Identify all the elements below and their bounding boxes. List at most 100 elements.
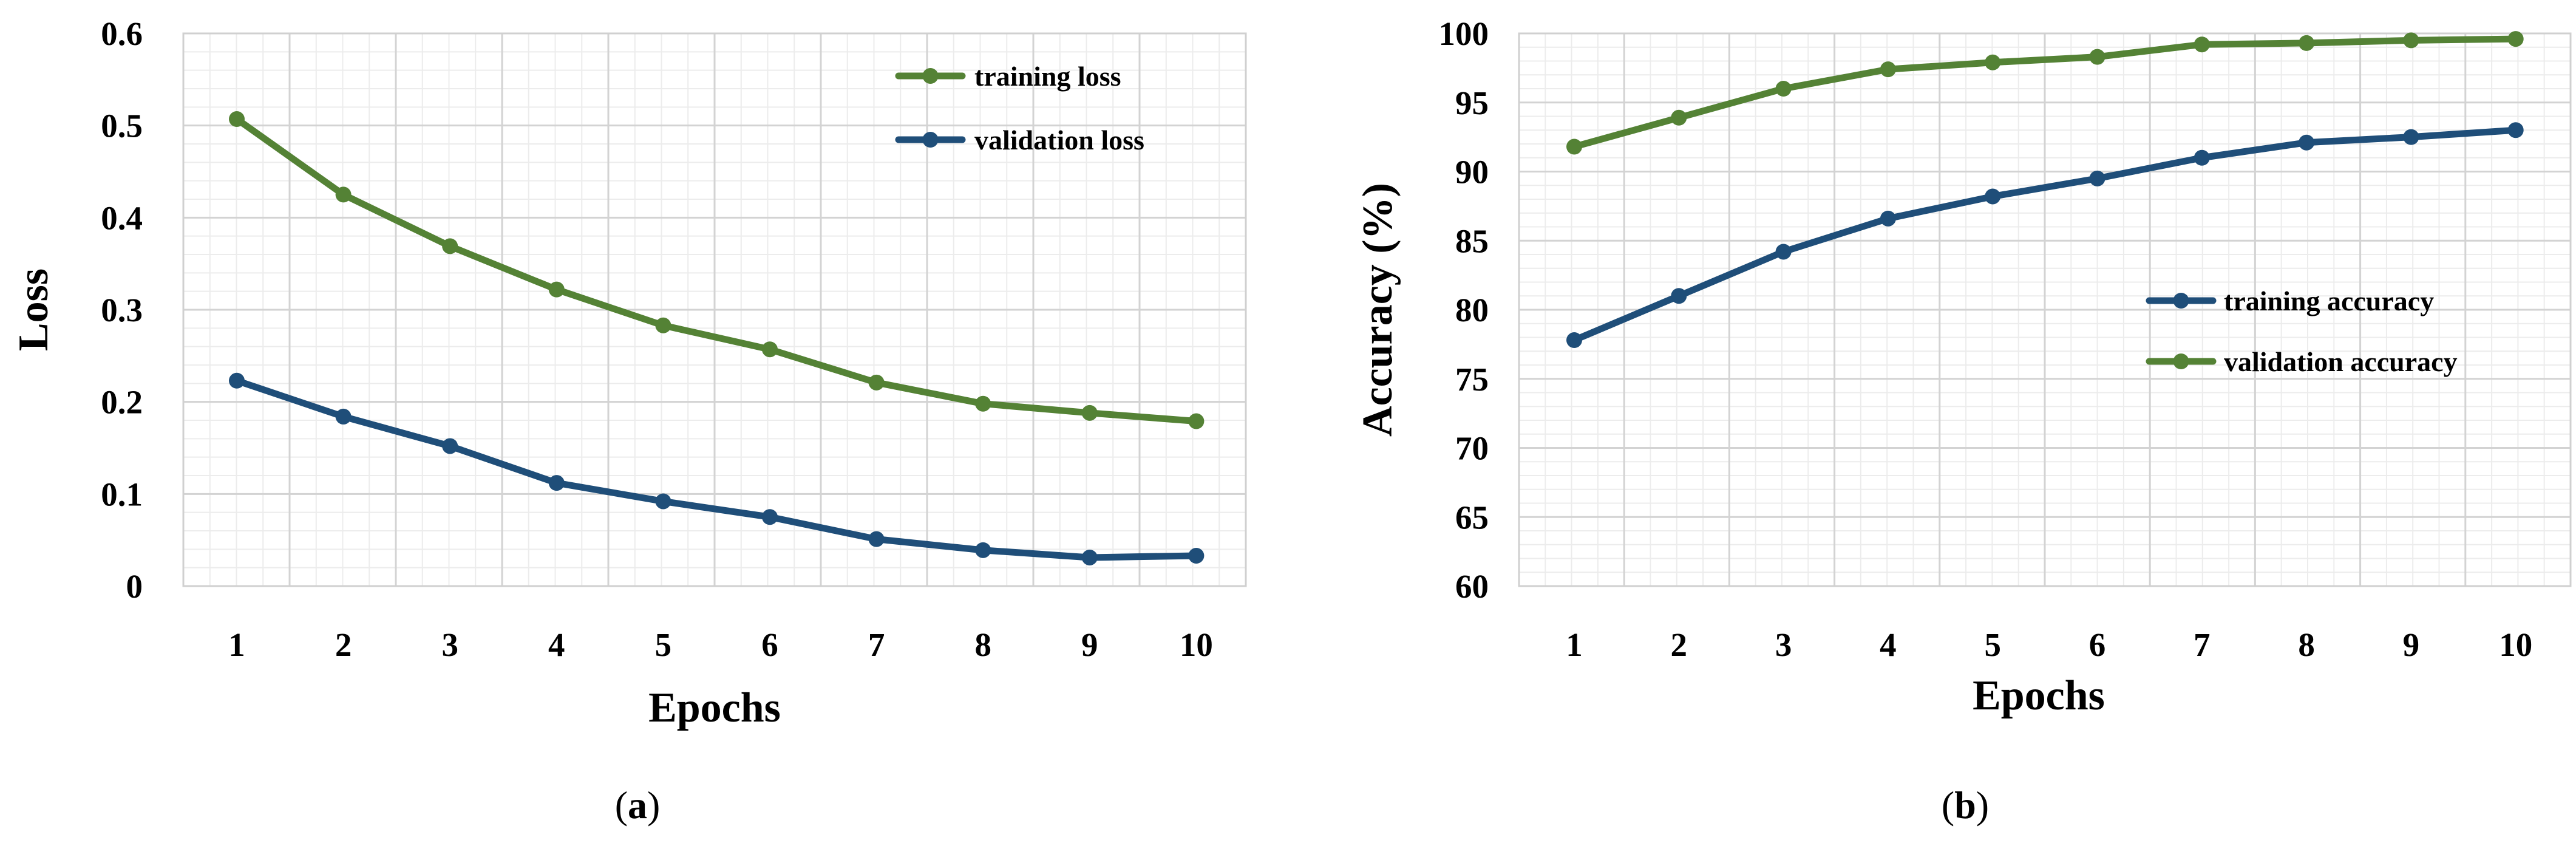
chart-a-y-axis-title: Loss — [10, 268, 57, 351]
chart-a-training-loss-point — [975, 395, 991, 412]
chart-b-training-accuracy-point — [2403, 129, 2419, 145]
chart-b-validation-accuracy-point — [2507, 31, 2524, 47]
chart-a-training-loss-point — [762, 341, 778, 358]
chart-a-validation-loss-point — [1188, 547, 1205, 564]
chart-b-caption: (b) — [1942, 783, 1989, 827]
chart-a-training-loss-point — [655, 317, 671, 333]
chart-a-legend-label-validation-loss: validation loss — [974, 125, 1144, 155]
chart-b-training-accuracy-point — [1671, 288, 1687, 304]
chart-a-x-tick-label: 6 — [761, 626, 778, 663]
chart-a-validation-loss-point — [1081, 549, 1098, 565]
chart-a-y-tick-label: 0.1 — [101, 476, 143, 513]
chart-a-validation-loss-point — [655, 493, 671, 510]
chart-b-validation-accuracy-point — [2299, 35, 2315, 51]
chart-b-x-tick-label: 5 — [1984, 626, 2001, 663]
chart-a-series — [229, 111, 1205, 565]
chart-b-legend-marker-training-accuracy — [2173, 293, 2189, 309]
chart-b-x-tick-label: 10 — [2499, 626, 2532, 663]
chart-b-validation-accuracy-point — [1671, 109, 1687, 126]
chart-b-validation-accuracy-point — [2194, 36, 2210, 53]
chart-a-training-loss-point — [1081, 404, 1098, 421]
chart-b-training-accuracy-line — [1571, 126, 2520, 344]
chart-a-x-tick-label: 7 — [868, 626, 885, 663]
chart-b-training-accuracy-point — [2507, 122, 2524, 138]
chart-b-training-accuracy-point — [1566, 332, 1582, 349]
chart-a-validation-loss-point — [442, 438, 458, 454]
chart-a-legend-label-training-loss: training loss — [974, 61, 1121, 92]
chart-a-y-tick-label: 0.6 — [101, 15, 143, 52]
chart-a-training-loss-point — [229, 111, 245, 128]
chart-a-training-loss-point — [1188, 413, 1205, 429]
chart-panel-b: 60 65 70 75 80 85 90 95 100 1 2 3 4 5 6 7 8 9 10 Epochs A… — [1354, 15, 2572, 827]
chart-b-y-tick-labels: 60 65 70 75 80 85 90 95 100 — [1439, 15, 1489, 605]
chart-b-y-tick-label: 85 — [1455, 222, 1489, 259]
chart-a-training-loss-line — [233, 115, 1200, 425]
chart-a-x-axis-title: Epochs — [648, 684, 781, 731]
chart-a-x-tick-label: 9 — [1081, 626, 1098, 663]
chart-b-x-tick-label: 1 — [1566, 626, 1583, 663]
chart-a-validation-loss-point — [762, 509, 778, 525]
chart-a-x-tick-label: 5 — [655, 626, 672, 663]
chart-a-validation-loss-point — [868, 531, 885, 547]
chart-b-y-tick-label: 75 — [1455, 361, 1489, 398]
chart-b-validation-accuracy-line — [1571, 35, 2520, 151]
chart-b-y-tick-label: 70 — [1455, 430, 1489, 467]
chart-a-y-tick-label: 0.4 — [101, 199, 143, 236]
chart-a-y-tick-labels: 0 0.1 0.2 0.3 0.4 0.5 0.6 — [101, 15, 143, 605]
chart-b-x-tick-label: 7 — [2194, 626, 2211, 663]
chart-a-x-tick-labels: 1 2 3 4 5 6 7 8 9 10 — [228, 626, 1213, 663]
chart-b-y-tick-label: 65 — [1455, 499, 1489, 536]
chart-a-x-tick-label: 10 — [1180, 626, 1213, 663]
chart-a-y-tick-label: 0.3 — [101, 292, 143, 329]
chart-a-y-tick-label: 0 — [126, 568, 143, 605]
chart-a-legend-marker-validation-loss — [922, 132, 939, 148]
chart-a-x-tick-label: 4 — [548, 626, 565, 663]
chart-b-training-accuracy-point — [1880, 210, 1896, 227]
chart-b-y-tick-label: 95 — [1455, 84, 1489, 121]
chart-a-training-loss-point — [548, 281, 565, 298]
chart-a-x-tick-label: 1 — [228, 626, 245, 663]
chart-a-x-tick-label: 8 — [974, 626, 991, 663]
chart-b-validation-accuracy-point — [2089, 49, 2105, 65]
chart-a-validation-loss-point — [335, 408, 352, 425]
chart-b-y-tick-label: 100 — [1439, 15, 1489, 52]
chart-a-x-tick-label: 3 — [441, 626, 458, 663]
chart-b-x-tick-label: 2 — [1671, 626, 1688, 663]
chart-b-legend-marker-validation-accuracy — [2173, 353, 2189, 369]
chart-b-x-tick-labels: 1 2 3 4 5 6 7 8 9 10 — [1566, 626, 2532, 663]
chart-b-validation-accuracy-point — [1985, 54, 2001, 70]
chart-b-training-accuracy-point — [2194, 149, 2210, 166]
chart-a-legend: training loss validation loss — [895, 61, 1144, 155]
chart-b-legend: training accuracy validation accuracy — [2146, 285, 2458, 377]
chart-a-gridlines — [182, 32, 1247, 587]
chart-b-y-tick-label: 80 — [1455, 292, 1489, 329]
chart-b-validation-accuracy-point — [2403, 32, 2419, 49]
chart-b-y-tick-label: 90 — [1455, 154, 1489, 191]
chart-b-training-accuracy-point — [1775, 244, 1792, 260]
chart-a-validation-loss-point — [975, 542, 991, 558]
chart-b-training-accuracy-point — [2299, 134, 2315, 151]
chart-b-validation-accuracy-point — [1566, 138, 1582, 155]
chart-b-validation-accuracy-point — [1775, 81, 1792, 97]
chart-b-training-accuracy-point — [1985, 188, 2001, 205]
chart-a-x-tick-label: 2 — [335, 626, 352, 663]
chart-b-x-axis-title: Epochs — [1973, 672, 2105, 719]
chart-a-validation-loss-point — [229, 372, 245, 389]
chart-b-x-tick-label: 6 — [2089, 626, 2106, 663]
chart-a-validation-loss-line — [233, 377, 1200, 561]
chart-panel-a: 0 0.1 0.2 0.3 0.4 0.5 0.6 1 2 3 4 5 6 7 8 9 10 Epochs L… — [10, 15, 1247, 827]
chart-a-training-loss-point — [868, 374, 885, 391]
chart-a-legend-marker-training-loss — [922, 68, 939, 84]
chart-b-y-axis-title: Accuracy (%) — [1354, 183, 1401, 437]
chart-b-caption-letter: b — [1954, 783, 1976, 827]
chart-b-y-tick-label: 60 — [1455, 568, 1489, 605]
chart-a-caption-letter: a — [628, 783, 647, 827]
chart-b-x-tick-label: 8 — [2298, 626, 2315, 663]
chart-b-x-tick-label: 9 — [2403, 626, 2420, 663]
chart-a-validation-loss-point — [548, 475, 565, 491]
chart-a-training-loss-point — [335, 186, 352, 203]
chart-a-caption: (a) — [615, 783, 661, 827]
chart-b-validation-accuracy-point — [1880, 61, 1896, 78]
chart-b-training-accuracy-point — [2089, 170, 2105, 186]
